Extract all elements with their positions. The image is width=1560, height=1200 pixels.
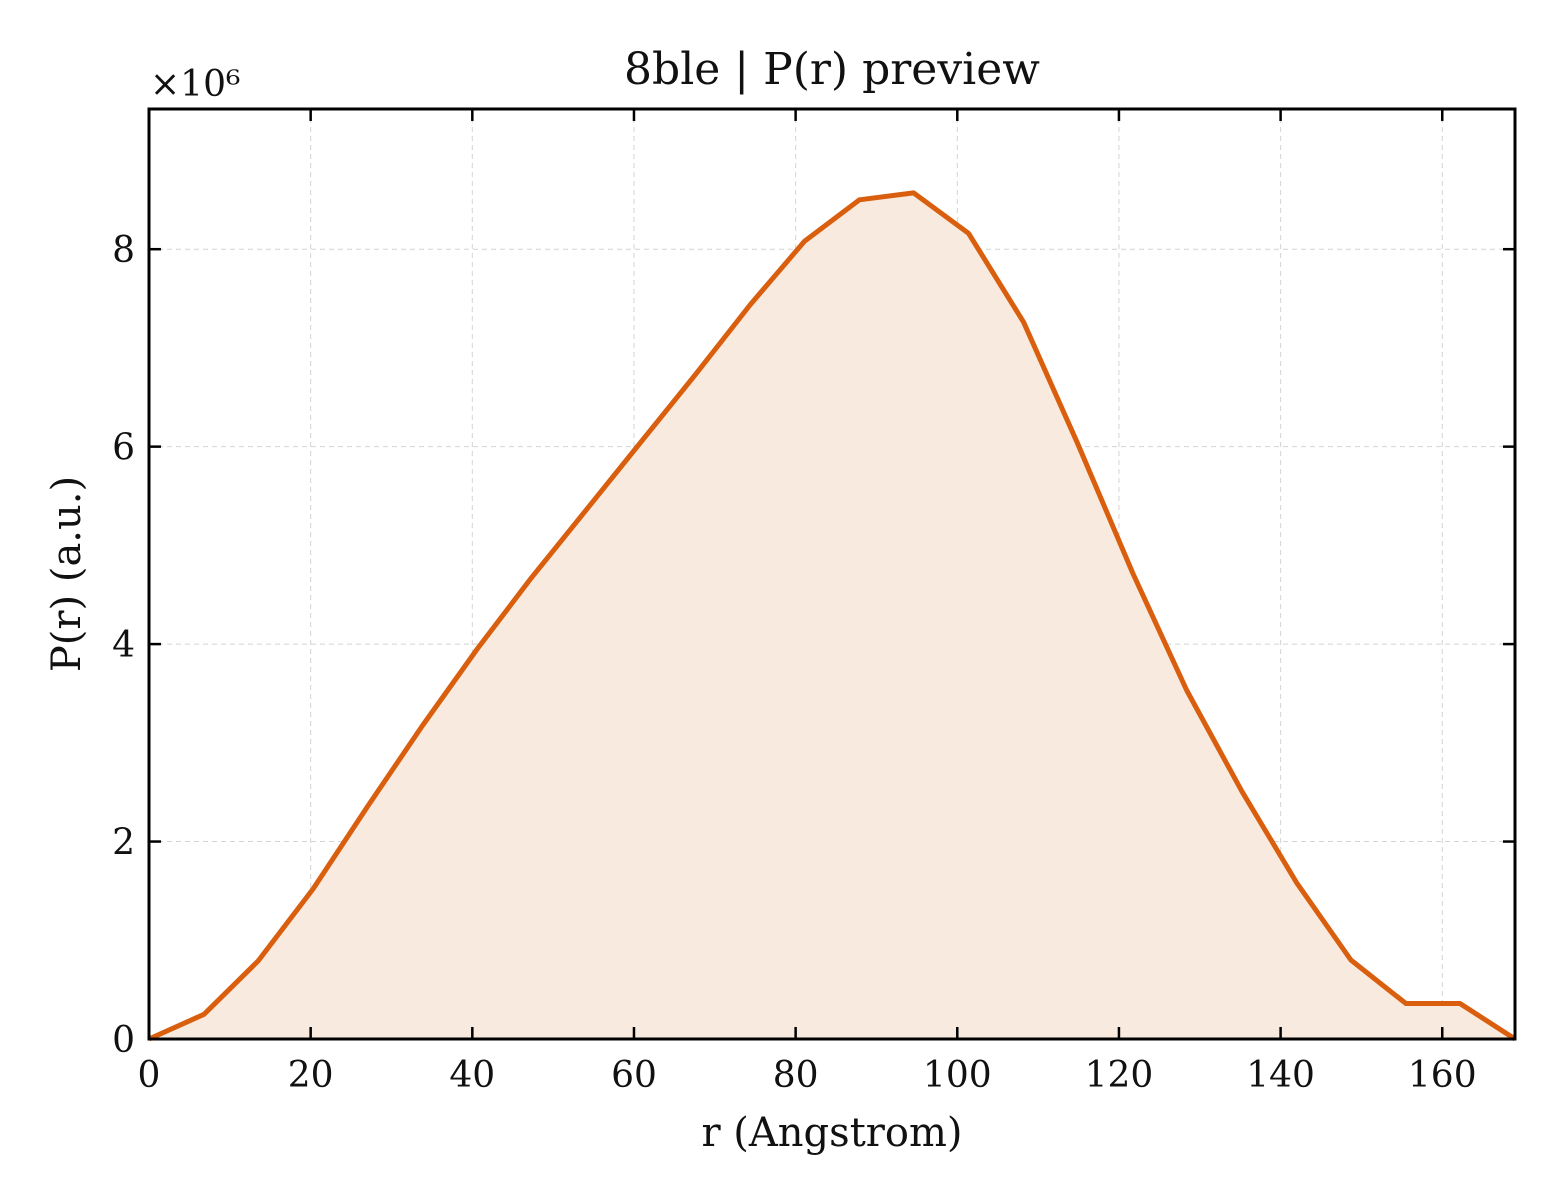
x-tick-label: 80 (773, 1055, 819, 1096)
pr-curve (147, 190, 1517, 1042)
pr-fill-area (149, 192, 1515, 1039)
plot-frame (147, 107, 1517, 1041)
x-tick-label: 20 (288, 1055, 334, 1096)
x-tick-label: 0 (138, 1055, 161, 1096)
y-tick-label: 4 (112, 625, 135, 666)
chart-title: 8ble | P(r) preview (624, 44, 1040, 95)
x-axis-label: r (Angstrom) (701, 1110, 962, 1156)
x-tick-label: 100 (923, 1055, 992, 1096)
x-tick-label: 160 (1408, 1055, 1477, 1096)
y-tick-label: 6 (112, 428, 135, 469)
y-axis-label: P(r) (a.u.) (44, 476, 90, 672)
y-tick-label: 2 (112, 823, 135, 864)
x-tick-label: 40 (449, 1055, 495, 1096)
axis-ticks: 0 20 40 60 80 100 120 140 160 0 2 4 6 8 (112, 109, 1515, 1096)
y-offset-label: ×10⁶ (150, 64, 240, 105)
x-tick-label: 120 (1085, 1055, 1154, 1096)
x-tick-label: 60 (611, 1055, 657, 1096)
y-tick-label: 0 (112, 1020, 135, 1061)
x-tick-label: 140 (1246, 1055, 1315, 1096)
y-tick-label: 8 (112, 230, 135, 271)
